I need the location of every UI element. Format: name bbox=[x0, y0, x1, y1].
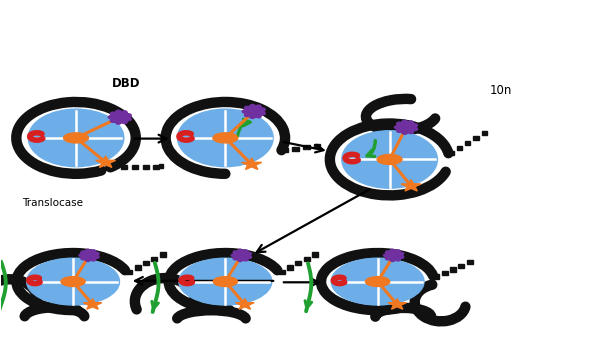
Bar bbox=[278, 270, 284, 274]
Bar bbox=[457, 146, 462, 150]
Bar bbox=[281, 148, 288, 152]
Bar bbox=[287, 265, 293, 270]
Polygon shape bbox=[95, 156, 116, 168]
Bar bbox=[448, 151, 454, 155]
Text: 10n: 10n bbox=[490, 84, 512, 97]
Ellipse shape bbox=[377, 155, 402, 164]
Polygon shape bbox=[79, 249, 99, 261]
Bar bbox=[312, 252, 318, 257]
Ellipse shape bbox=[61, 277, 85, 286]
Bar bbox=[151, 257, 157, 261]
Polygon shape bbox=[113, 113, 127, 121]
Bar bbox=[126, 270, 132, 274]
Ellipse shape bbox=[213, 133, 238, 143]
Ellipse shape bbox=[342, 131, 437, 188]
Polygon shape bbox=[108, 110, 131, 124]
Text: DBD: DBD bbox=[112, 77, 140, 90]
Polygon shape bbox=[400, 123, 413, 131]
Ellipse shape bbox=[331, 258, 424, 305]
Polygon shape bbox=[242, 158, 262, 169]
Ellipse shape bbox=[179, 258, 272, 305]
Polygon shape bbox=[83, 299, 102, 309]
Ellipse shape bbox=[178, 109, 273, 167]
Ellipse shape bbox=[64, 133, 88, 143]
Polygon shape bbox=[383, 249, 404, 261]
Bar bbox=[143, 261, 149, 265]
Polygon shape bbox=[395, 120, 418, 134]
Polygon shape bbox=[242, 105, 265, 118]
Polygon shape bbox=[401, 180, 421, 191]
Ellipse shape bbox=[365, 277, 390, 286]
Bar bbox=[295, 261, 301, 265]
Bar bbox=[450, 267, 456, 272]
Bar bbox=[160, 252, 166, 257]
Ellipse shape bbox=[26, 258, 119, 305]
Polygon shape bbox=[236, 299, 254, 309]
Text: Translocase: Translocase bbox=[22, 198, 83, 208]
Bar bbox=[143, 165, 149, 169]
Bar bbox=[442, 271, 448, 275]
Bar bbox=[303, 145, 310, 150]
Polygon shape bbox=[388, 299, 406, 309]
Bar bbox=[292, 147, 299, 151]
Polygon shape bbox=[247, 108, 261, 115]
Polygon shape bbox=[388, 252, 400, 259]
Bar bbox=[153, 165, 159, 169]
Polygon shape bbox=[83, 252, 95, 259]
Bar bbox=[467, 260, 473, 264]
Ellipse shape bbox=[28, 109, 124, 167]
Bar bbox=[110, 165, 116, 169]
Polygon shape bbox=[236, 252, 248, 259]
Bar bbox=[121, 165, 127, 169]
Polygon shape bbox=[231, 249, 251, 261]
Bar bbox=[433, 274, 439, 279]
Bar bbox=[482, 131, 487, 135]
Bar bbox=[314, 144, 320, 148]
Bar bbox=[134, 265, 140, 270]
Bar bbox=[473, 136, 479, 140]
Bar bbox=[458, 264, 464, 268]
Bar bbox=[132, 165, 138, 169]
Ellipse shape bbox=[213, 277, 238, 286]
Bar bbox=[465, 141, 470, 145]
Bar bbox=[304, 257, 310, 261]
